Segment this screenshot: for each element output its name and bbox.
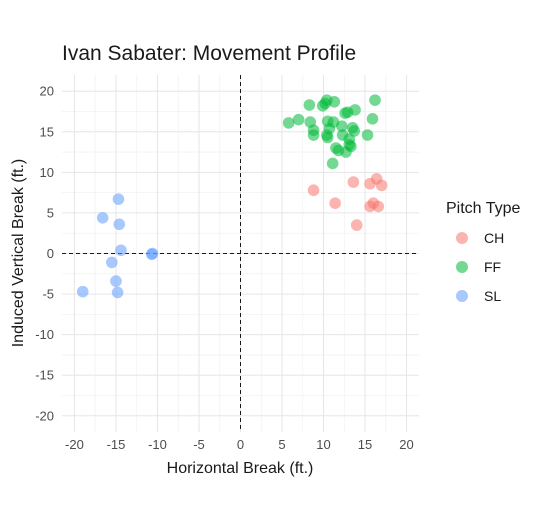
legend-label-ff: FF xyxy=(484,259,501,275)
point-ff xyxy=(348,125,361,137)
point-ff xyxy=(303,99,316,111)
point-sl xyxy=(112,193,125,205)
y-tick-label: -5 xyxy=(42,287,54,302)
point-ch xyxy=(375,179,388,192)
point-sl xyxy=(111,286,124,299)
legend-key-sl xyxy=(456,290,468,302)
legend-key-ff xyxy=(456,261,468,273)
y-axis-title: Induced Vertical Break (ft.) xyxy=(10,159,27,348)
y-tick-label: 0 xyxy=(47,246,54,261)
point-ch xyxy=(347,176,360,188)
x-tick-label: -5 xyxy=(193,437,205,452)
legend-item-ch: CH xyxy=(456,230,504,246)
point-sl xyxy=(110,275,122,287)
series-ch xyxy=(307,173,388,231)
legend-item-sl: SL xyxy=(456,288,501,304)
point-ff xyxy=(328,95,341,108)
point-ch xyxy=(372,200,385,213)
point-sl xyxy=(145,248,158,261)
x-axis-title: Horizontal Break (ft.) xyxy=(167,460,314,477)
legend: CH FF SL xyxy=(456,230,504,304)
point-ch xyxy=(329,197,341,209)
x-tick-label: 15 xyxy=(358,437,372,452)
point-ff xyxy=(349,104,361,116)
point-ch xyxy=(350,219,363,231)
y-tick-label: 20 xyxy=(40,84,54,99)
legend-label-sl: SL xyxy=(484,288,501,304)
x-tick-label: -10 xyxy=(148,437,167,452)
legend-item-ff: FF xyxy=(456,259,501,275)
plot-area: -20 -15 -10 -5 0 5 10 15 20 -20 -15 -10 -5 0 5 10 15 20 xyxy=(35,75,419,452)
series-sl xyxy=(76,193,159,299)
point-ff xyxy=(307,129,320,141)
point-ff xyxy=(282,117,295,129)
y-tick-label: -10 xyxy=(35,327,54,342)
y-tick-label: -20 xyxy=(35,408,54,423)
y-tick-label: 15 xyxy=(40,124,54,139)
y-tick-label: 10 xyxy=(40,165,54,180)
point-ff xyxy=(321,131,334,144)
point-ff xyxy=(369,94,381,106)
x-tick-label: -20 xyxy=(65,437,84,452)
x-tick-label: 20 xyxy=(399,437,413,452)
point-ff xyxy=(361,129,374,141)
point-sl xyxy=(96,212,109,224)
series-ff xyxy=(282,94,381,170)
point-ff xyxy=(335,120,348,132)
point-sl xyxy=(76,285,89,298)
point-ff xyxy=(366,113,379,125)
point-ff xyxy=(326,157,339,170)
y-tick-label: 5 xyxy=(47,205,54,220)
point-ff xyxy=(292,113,305,126)
chart-title: Ivan Sabater: Movement Profile xyxy=(62,42,356,65)
point-ff xyxy=(345,140,357,153)
point-sl xyxy=(106,256,118,269)
point-sl xyxy=(115,244,127,257)
x-tick-label: 10 xyxy=(316,437,330,452)
y-tick-label: -15 xyxy=(35,368,54,383)
legend-key-ch xyxy=(456,232,468,244)
point-ch xyxy=(307,184,320,197)
legend-label-ch: CH xyxy=(484,230,504,246)
x-tick-label: 5 xyxy=(278,437,285,452)
x-tick-label: 0 xyxy=(237,437,244,452)
legend-title: Pitch Type xyxy=(446,200,521,217)
x-tick-label: -15 xyxy=(107,437,126,452)
point-sl xyxy=(113,218,126,231)
